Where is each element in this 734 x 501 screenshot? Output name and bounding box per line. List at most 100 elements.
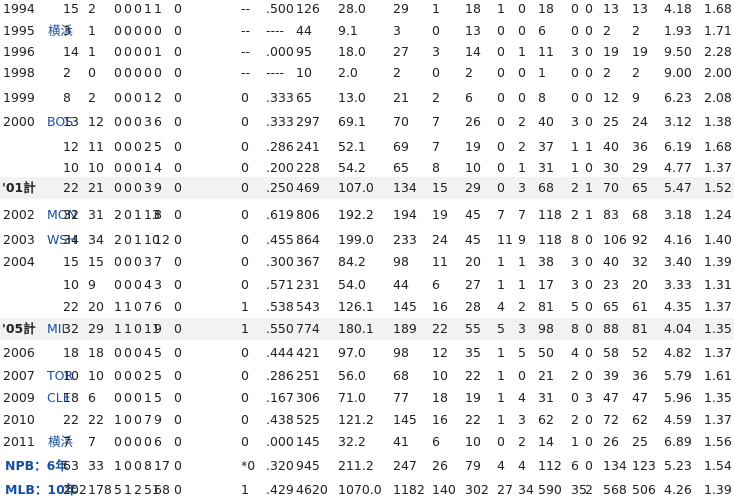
- stat-ip: 71.0: [338, 390, 366, 405]
- stat-wp: 3: [571, 114, 579, 129]
- stat-r: 106: [603, 232, 627, 247]
- stat-wp: 2: [571, 412, 579, 427]
- stat-h: 44: [393, 277, 409, 292]
- league-total-label[interactable]: MLB：10年: [5, 482, 78, 497]
- stat-bb: 35: [465, 345, 481, 360]
- stat-hr: 18: [432, 390, 448, 405]
- team-link[interactable]: CLE: [47, 390, 71, 405]
- stat-hbp: 0: [518, 1, 526, 16]
- stat-ip: 192.2: [338, 207, 374, 222]
- league-total-label[interactable]: NPB：6年: [5, 458, 68, 473]
- stat-l: 2: [144, 368, 152, 383]
- stat-r: 83: [603, 207, 619, 222]
- stat-hbp: 0: [518, 90, 526, 105]
- stat-bf: 231: [296, 277, 320, 292]
- stat-hld: 0: [174, 299, 182, 314]
- stat-whip: 1.54: [704, 458, 732, 473]
- stat-hld: 0: [174, 90, 182, 105]
- stat-bf: 241: [296, 139, 320, 154]
- stat-hr: 12: [432, 345, 448, 360]
- stat-bk: 1: [585, 139, 593, 154]
- stat-sv: 4: [154, 160, 162, 175]
- stat-whip: 1.39: [704, 482, 732, 497]
- stat-bf: 4620: [296, 482, 328, 497]
- stat-h: 3: [393, 22, 401, 38]
- stat-whip: 1.24: [704, 207, 732, 222]
- stat-hld: 0: [174, 368, 182, 383]
- stat-sv: 6: [154, 434, 162, 449]
- team-link[interactable]: 横浜: [48, 434, 74, 449]
- stat-hld: 0: [174, 1, 182, 16]
- stat-cg: 0: [114, 180, 122, 195]
- stat-er: 81: [632, 321, 648, 336]
- stat-ip: 52.1: [338, 139, 366, 154]
- stat-gs: 178: [88, 482, 112, 497]
- stat-l: 7: [144, 299, 152, 314]
- stat-whip: 1.71: [704, 22, 732, 38]
- table-row: 2011 横浜 7 7 0 0 0 0 6 0 0.000 145 32.2 41 6 10 0 2 14 1 0 26 2…: [0, 431, 734, 453]
- team-link[interactable]: 横浜: [48, 22, 74, 38]
- stat-w: 0: [134, 412, 142, 427]
- stat-hbp: 0: [518, 368, 526, 383]
- year-cell: 1996: [3, 43, 35, 59]
- stat-sv: 3: [154, 277, 162, 292]
- stat-ip: 9.1: [338, 22, 358, 38]
- stat-cg: 0: [114, 390, 122, 405]
- stat-hr: 10: [432, 368, 448, 383]
- stat-so: 112: [538, 458, 562, 473]
- stat-sho: 0: [124, 345, 132, 360]
- stat-hp: 0: [241, 232, 249, 247]
- stat-gs: 11: [88, 139, 104, 154]
- stat-hld: 0: [174, 22, 182, 38]
- table-row: 1998 2 0 0 0 0 0 0 0 -- ---- 10 2.0 2 0 2 0 0 1 0 0 2 2 9.00 2.0…: [0, 62, 734, 84]
- team-link[interactable]: WSH: [47, 232, 77, 247]
- stat-hp: --: [241, 65, 251, 80]
- team-link[interactable]: BOS: [47, 114, 74, 129]
- year-cell: '01計: [2, 180, 36, 195]
- stat-ibb: 5: [497, 321, 505, 336]
- stat-cg: 0: [114, 254, 122, 269]
- stat-pct: .550: [266, 321, 294, 336]
- stat-so: 11: [538, 43, 554, 59]
- stat-h: 41: [393, 434, 409, 449]
- stat-l: 4: [144, 345, 152, 360]
- stat-hr: 2: [432, 90, 440, 105]
- stat-bb: 19: [465, 390, 481, 405]
- stat-hr: 0: [432, 22, 440, 38]
- stat-w: 0: [134, 22, 142, 38]
- stat-hp: --: [241, 1, 251, 16]
- stat-h: 98: [393, 345, 409, 360]
- stat-gs: 33: [88, 458, 104, 473]
- stat-l: 13: [144, 207, 160, 222]
- stat-hbp: 9: [518, 232, 526, 247]
- stat-g: 10: [63, 160, 79, 175]
- stat-pct: .200: [266, 160, 294, 175]
- stat-r: 39: [603, 368, 619, 383]
- team-link[interactable]: MON: [47, 207, 77, 222]
- stat-hbp: 5: [518, 345, 526, 360]
- stat-gs: 2: [88, 90, 96, 105]
- stat-wp: 8: [571, 321, 579, 336]
- stat-l: 0: [144, 65, 152, 80]
- stat-g: 32: [63, 207, 79, 222]
- stat-whip: 1.37: [704, 299, 732, 314]
- stat-l: 1: [144, 1, 152, 16]
- stat-er: 25: [632, 434, 648, 449]
- stat-ibb: 1: [497, 412, 505, 427]
- table-row: 2006 18 18 0 0 0 4 5 0 0.444 421 97.0 98 12 35 1 5 50 4 0 58…: [0, 342, 734, 364]
- team-link[interactable]: MIL: [47, 321, 69, 336]
- stat-ibb: 0: [497, 434, 505, 449]
- stat-l: 3: [144, 254, 152, 269]
- stat-sv: 68: [154, 482, 170, 497]
- stat-er: 19: [632, 43, 648, 59]
- stat-g: 15: [63, 1, 79, 16]
- stat-sho: 1: [124, 482, 132, 497]
- table-row: 2004 15 15 0 0 0 3 7 0 0.300 367 84.2 98 11 20 1 1 38 3 0 40…: [0, 251, 734, 273]
- stat-wp: 0: [571, 390, 579, 405]
- stat-g: 10: [63, 277, 79, 292]
- year-cell: '05計: [2, 321, 36, 336]
- stat-w: 0: [134, 345, 142, 360]
- stat-hp: 1: [241, 482, 249, 497]
- table-row: 2000 BOS 13 12 0 0 0 3 6 0 0.333 297 69.1 70 7 26 0 2 40 3 0…: [0, 110, 734, 134]
- team-link[interactable]: TOR: [47, 368, 74, 383]
